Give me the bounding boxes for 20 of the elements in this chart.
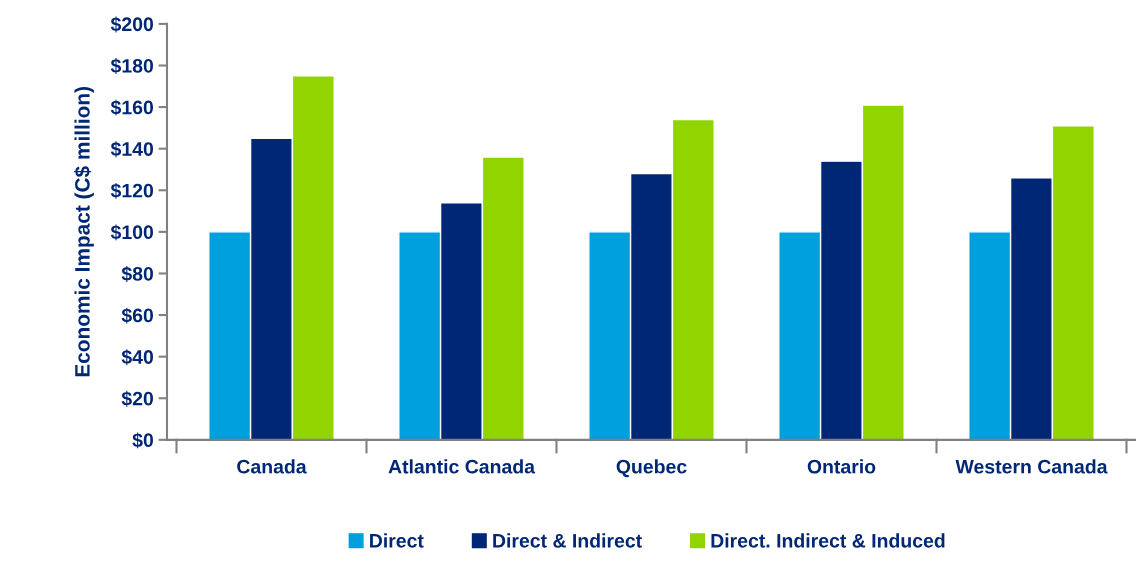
x-tick-label: Canada [237,459,307,474]
legend-label: Direct [370,533,424,548]
y-tick-label: $0 [132,432,153,449]
y-axis-title: Economic Impact (C$ million) [74,87,94,377]
y-tick-label: $180 [110,58,153,74]
y-tick-label: $40 [121,349,153,366]
y-tick-label: $80 [121,266,153,282]
y-tick-label: $100 [110,224,153,241]
x-tick-label: Atlantic Canada [388,459,536,474]
y-tick-label: $200 [110,16,153,33]
x-tick-label: Ontario [807,459,876,474]
y-tick-label: $120 [110,182,153,199]
y-tick-label: $20 [121,390,153,407]
y-tick-label: $60 [121,307,153,324]
legend-label: Direct. Indirect & Induced [711,533,945,548]
x-tick-label: Western Canada [955,459,1108,474]
x-tick-label: Quebec [616,459,687,478]
y-tick-label: $160 [110,99,153,116]
y-tick-label: $140 [110,141,153,158]
legend-label: Direct & Indirect [493,533,642,548]
